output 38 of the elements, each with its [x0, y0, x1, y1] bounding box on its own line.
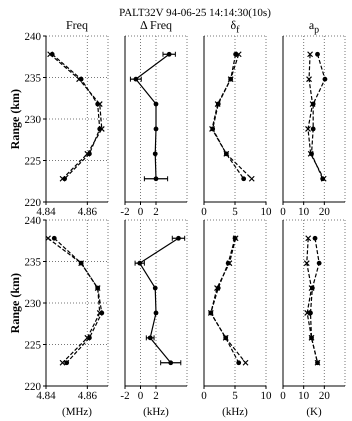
x-tick-label: 0 — [138, 206, 144, 218]
x-tick-label: 4.86 — [78, 206, 98, 218]
x-tick-label: -2 — [120, 390, 130, 402]
x-tick-label: 20 — [318, 206, 330, 218]
y-tick-label: 235 — [24, 256, 42, 268]
y-tick-label: 225 — [24, 339, 42, 352]
x-tick-label: -2 — [120, 206, 130, 218]
y-tick-label: 230 — [24, 298, 42, 310]
y-axis-title: Range (km) — [8, 272, 22, 334]
x-tick-label: 0 — [201, 390, 208, 402]
x-tick-label: 20 — [318, 390, 330, 402]
y-tick-label: 225 — [24, 155, 42, 168]
chart-title: δ$_{f}$ — [230, 18, 240, 36]
x-tick-label: 4.86 — [78, 390, 98, 402]
x-tick-label: 10 — [298, 390, 310, 402]
y-tick-label: 230 — [24, 114, 42, 126]
x-tick-label: 0 — [280, 390, 286, 402]
x-tick-label: 5 — [232, 390, 238, 402]
x-axis-title: (K) — [306, 406, 322, 418]
x-tick-label: 10 — [298, 206, 310, 218]
x-tick-label: 5 — [232, 206, 238, 218]
chart-title: PALT32V 94-06-25 14:14:30(10s) — [118, 7, 272, 19]
chart-title: Freq — [65, 18, 89, 32]
x-tick-label: 2 — [153, 206, 159, 218]
x-tick-label: 0 — [201, 206, 208, 218]
x-tick-label: 10 — [260, 390, 272, 402]
x-tick-label: 0 — [138, 390, 144, 402]
chart-subtitle: Δ Freq — [138, 18, 174, 32]
chart-title: a$_{p}$ — [308, 18, 320, 36]
y-axis-title: Range (km) — [8, 88, 22, 150]
y-tick-label: 240 — [24, 30, 42, 43]
x-tick-label: 10 — [260, 206, 272, 218]
x-tick-label: 2 — [153, 390, 159, 402]
x-axis-title: (kHz) — [143, 406, 170, 418]
x-tick-label: 0 — [280, 206, 286, 218]
y-tick-label: 235 — [24, 72, 42, 84]
x-axis-title: (MHz) — [62, 406, 92, 418]
x-axis-title: (kHz) — [222, 406, 248, 418]
